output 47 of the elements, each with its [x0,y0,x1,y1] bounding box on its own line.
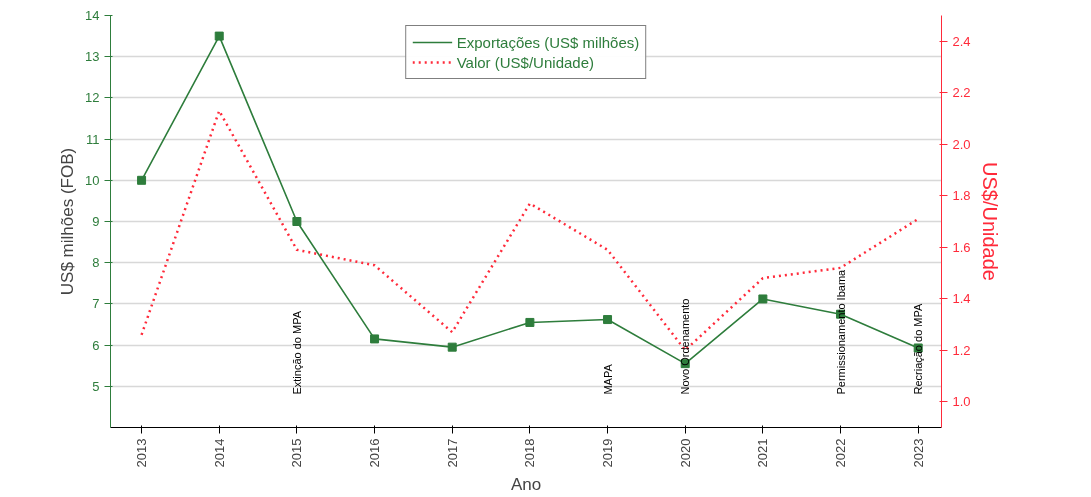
legend-label: Exportações (US$ milhões) [456,33,640,51]
y2-tick-label: 2.0 [952,136,971,152]
y2-tick-label: 1.4 [952,291,971,307]
y2-tick-label: 1.6 [952,239,971,255]
y-tick-label: 14 [85,8,100,23]
annotation: Novo Ordenamento [679,298,692,395]
annotation: MAPA [601,363,614,395]
x-tick-label: 2018 [522,438,538,468]
y-tick-label: 6 [92,337,100,353]
x-tick-label: 2019 [600,438,616,468]
point [292,217,302,226]
x-axis-title: Ano [510,475,542,495]
point [525,317,535,327]
x-tick-label: 2021 [755,438,771,468]
y2-tick-label: 1.0 [952,394,971,410]
x-tick-label: 2023 [910,438,926,468]
point [137,175,147,185]
y-tick-label: 11 [86,131,100,147]
y-tick-label: 10 [85,172,100,188]
y-tick-label: 8 [92,255,100,271]
y-tick-label: 12 [85,90,100,106]
annotation: Recriação do MPA [912,302,925,395]
y2-tick-label: 2.4 [952,33,971,49]
x-tick-label: 2013 [134,438,150,468]
point [214,31,224,41]
x-tick-label: 2022 [833,438,849,468]
y-tick-label: 7 [92,296,100,312]
x-tick-label: 2014 [211,438,227,468]
y2-tick-label: 1.8 [952,188,971,204]
y2-tick-label: 2.2 [952,85,971,101]
annotation: Extinção do MPA [290,310,303,395]
y2-axis-title: US$/Unidade [978,162,1001,281]
y2-tick-label: 1.2 [952,342,971,358]
x-tick-label: 2020 [677,438,693,468]
y-tick-label: 5 [92,378,100,394]
annotation: Permissionamento Ibama [834,268,847,395]
point [603,315,613,325]
x-tick-label: 2016 [367,438,383,468]
legend-label: Valor (US$/Unidade) [456,53,595,71]
x-tick-label: 2017 [444,438,460,468]
point [447,342,457,352]
point [370,334,380,344]
y-tick-label: 13 [85,49,100,65]
x-tick-label: 2015 [289,438,305,468]
y-axis-title: US$ milhões (FOB) [58,147,78,296]
y-tick-label: 9 [92,214,100,229]
point [758,294,768,304]
